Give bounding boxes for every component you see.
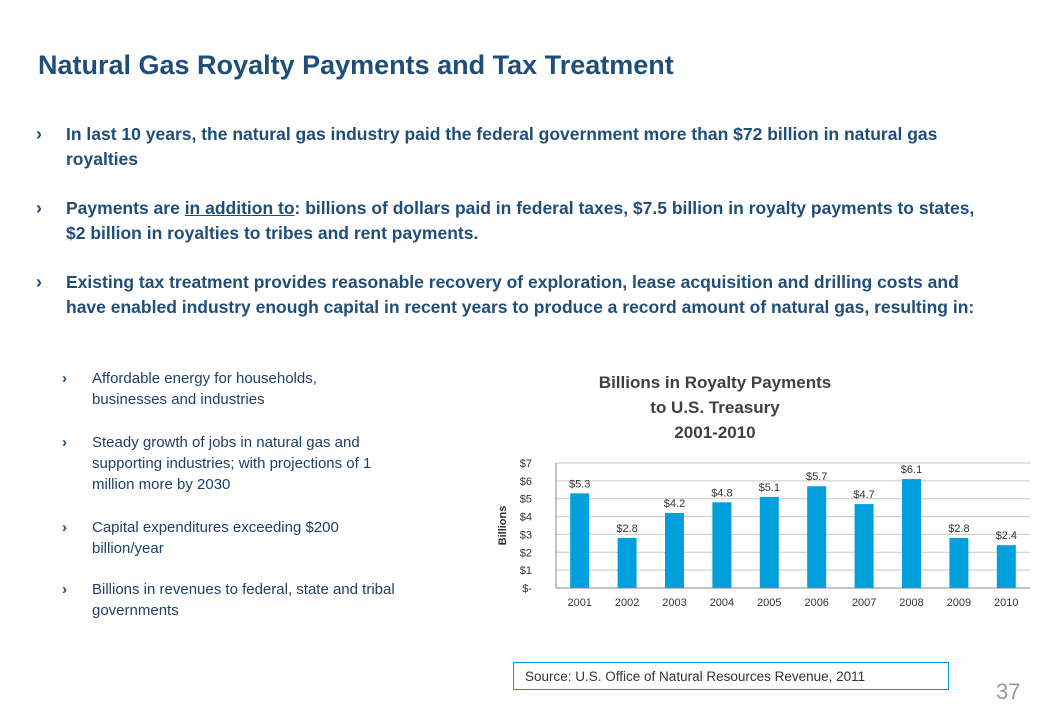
chevron-right-icon: ›: [36, 124, 42, 144]
chevron-right-icon: ›: [36, 198, 42, 218]
y-tick-label: $4: [520, 512, 532, 524]
x-tick-label: 2003: [662, 597, 686, 609]
chevron-right-icon: ›: [36, 272, 42, 292]
bar: [902, 479, 921, 588]
chevron-right-icon: ›: [62, 581, 67, 598]
bar: [807, 486, 827, 588]
sub-bullet-text: Billions in revenues to federal, state a…: [92, 581, 395, 619]
y-tick-label: $-: [522, 583, 532, 595]
y-tick-label: $2: [520, 547, 532, 559]
bullet-text: Payments are in addition to: billions of…: [66, 196, 996, 246]
chart-title-line-1: Billions in Royalty Payments: [598, 373, 832, 392]
page-number: 37: [996, 679, 1021, 704]
x-tick-label: 2010: [994, 597, 1018, 609]
sub-bullet-text: Capital expenditures exceeding $200 bill…: [92, 519, 339, 557]
bar: [617, 538, 637, 588]
bar: [665, 513, 684, 588]
x-tick-label: 2002: [615, 597, 639, 609]
bar: [759, 496, 779, 588]
data-label: $5.7: [806, 471, 827, 483]
x-tick-label: 2004: [710, 597, 734, 609]
x-tick-label: 2008: [899, 597, 923, 609]
y-tick-label: $7: [520, 458, 532, 470]
chart-title-line-3: 2001-2010: [674, 423, 756, 442]
y-tick-label: $6: [520, 476, 532, 488]
data-label: $6.1: [901, 464, 922, 476]
data-label: $4.7: [853, 489, 874, 501]
data-label: $2.8: [616, 523, 637, 535]
royalty-bar-chart: $- $1 $2 $3 $4 $5 $6 $7 Billions $5.3 2001 $2.8 2002…: [497, 458, 1030, 609]
bullet-text: Existing tax treatment provides reasonab…: [66, 272, 975, 317]
chart-title: Billions in Royalty Payments to U.S. Tre…: [540, 370, 890, 445]
bullet-text-before: Payments are: [66, 198, 185, 218]
x-tick-label: 2001: [567, 597, 591, 609]
bullet-text: In last 10 years, the natural gas indust…: [66, 124, 938, 169]
data-label: $2.8: [948, 523, 969, 535]
sub-bullet-text: Steady growth of jobs in natural gas and…: [92, 434, 372, 493]
y-tick-label: $5: [520, 494, 532, 506]
data-label: $4.2: [664, 498, 685, 510]
bar: [854, 504, 874, 588]
page-title: Natural Gas Royalty Payments and Tax Tre…: [38, 50, 674, 80]
chevron-right-icon: ›: [62, 519, 67, 536]
x-tick-label: 2009: [947, 597, 971, 609]
x-tick-label: 2006: [804, 597, 828, 609]
bullet-text-after: : billions of dollars paid in federal ta…: [66, 198, 975, 243]
bar: [949, 538, 969, 588]
source-note: Source: U.S. Office of Natural Resources…: [513, 662, 949, 690]
data-label: $5.3: [569, 478, 590, 490]
data-label: $2.4: [996, 530, 1017, 542]
bar: [712, 502, 732, 588]
y-axis-label: Billions: [497, 506, 509, 546]
sub-bullet-text: Affordable energy for households, busine…: [92, 370, 317, 408]
bar: [570, 493, 590, 588]
data-label: $4.8: [711, 487, 732, 499]
chevron-right-icon: ›: [62, 370, 67, 387]
y-tick-label: $1: [520, 565, 532, 577]
y-tick-label: $3: [520, 529, 532, 541]
data-label: $5.1: [759, 482, 780, 494]
x-tick-label: 2007: [852, 597, 876, 609]
bullet-text-underlined: in addition to: [184, 198, 295, 218]
chart-title-line-2: to U.S. Treasury: [650, 398, 780, 417]
x-tick-label: 2005: [757, 597, 781, 609]
chevron-right-icon: ›: [62, 434, 67, 451]
bar: [996, 545, 1016, 588]
